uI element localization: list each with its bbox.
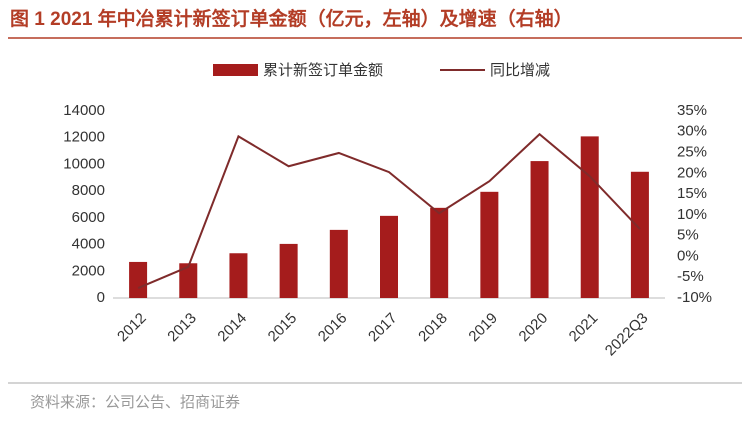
bar — [430, 207, 449, 298]
y-tick-label: 4000 — [72, 236, 105, 253]
x-tick-label: 2015 — [265, 310, 301, 346]
legend-label: 累计新签订单金额 — [263, 62, 383, 79]
y2-tick-label: 0% — [677, 247, 699, 264]
y2-tick-label: 35% — [677, 102, 707, 119]
bar — [329, 229, 348, 298]
bar — [630, 171, 649, 298]
y-tick-label: 12000 — [63, 129, 105, 146]
x-tick-label: 2018 — [415, 310, 451, 346]
y2-tick-label: -5% — [677, 268, 704, 285]
bar — [530, 161, 549, 298]
y2-tick-label: 25% — [677, 144, 707, 161]
x-tick-label: 2013 — [164, 310, 200, 346]
x-tick-label: 2020 — [516, 310, 552, 346]
x-tick-label: 2014 — [214, 310, 250, 346]
bar — [129, 261, 148, 298]
y2-tick-label: 10% — [677, 206, 707, 223]
x-tick-label: 2022Q3 — [602, 310, 652, 360]
y2-tick-label: -10% — [677, 289, 712, 306]
y2-tick-label: 5% — [677, 227, 699, 244]
y-tick-label: 6000 — [72, 209, 105, 226]
x-tick-label: 2021 — [566, 310, 602, 346]
x-tick-label: 2017 — [365, 310, 401, 346]
x-tick-label: 2019 — [465, 310, 501, 346]
line — [137, 132, 641, 289]
y2-tick-label: 30% — [677, 123, 707, 140]
bar — [179, 263, 198, 298]
legend-swatch — [213, 64, 258, 76]
bar — [229, 253, 248, 298]
bar — [279, 243, 298, 298]
x-tick-label: 2012 — [114, 310, 150, 346]
chart-title: 图 1 2021 年中冶累计新签订单金额（亿元，左轴）及增速（右轴） — [10, 7, 573, 30]
y-tick-label: 0 — [97, 289, 105, 306]
y2-tick-label: 15% — [677, 185, 707, 202]
y-tick-label: 8000 — [72, 182, 105, 199]
y-tick-label: 14000 — [63, 102, 105, 119]
bar — [380, 215, 398, 298]
y-tick-label: 10000 — [63, 155, 105, 172]
bar — [580, 136, 599, 298]
bar — [480, 191, 499, 298]
legend-label: 同比增减 — [490, 62, 550, 79]
y2-tick-label: 20% — [677, 164, 707, 181]
source: 资料来源：公司公告、招商证券 — [30, 394, 240, 411]
x-tick-label: 2016 — [315, 310, 351, 346]
y-tick-label: 2000 — [72, 262, 105, 279]
